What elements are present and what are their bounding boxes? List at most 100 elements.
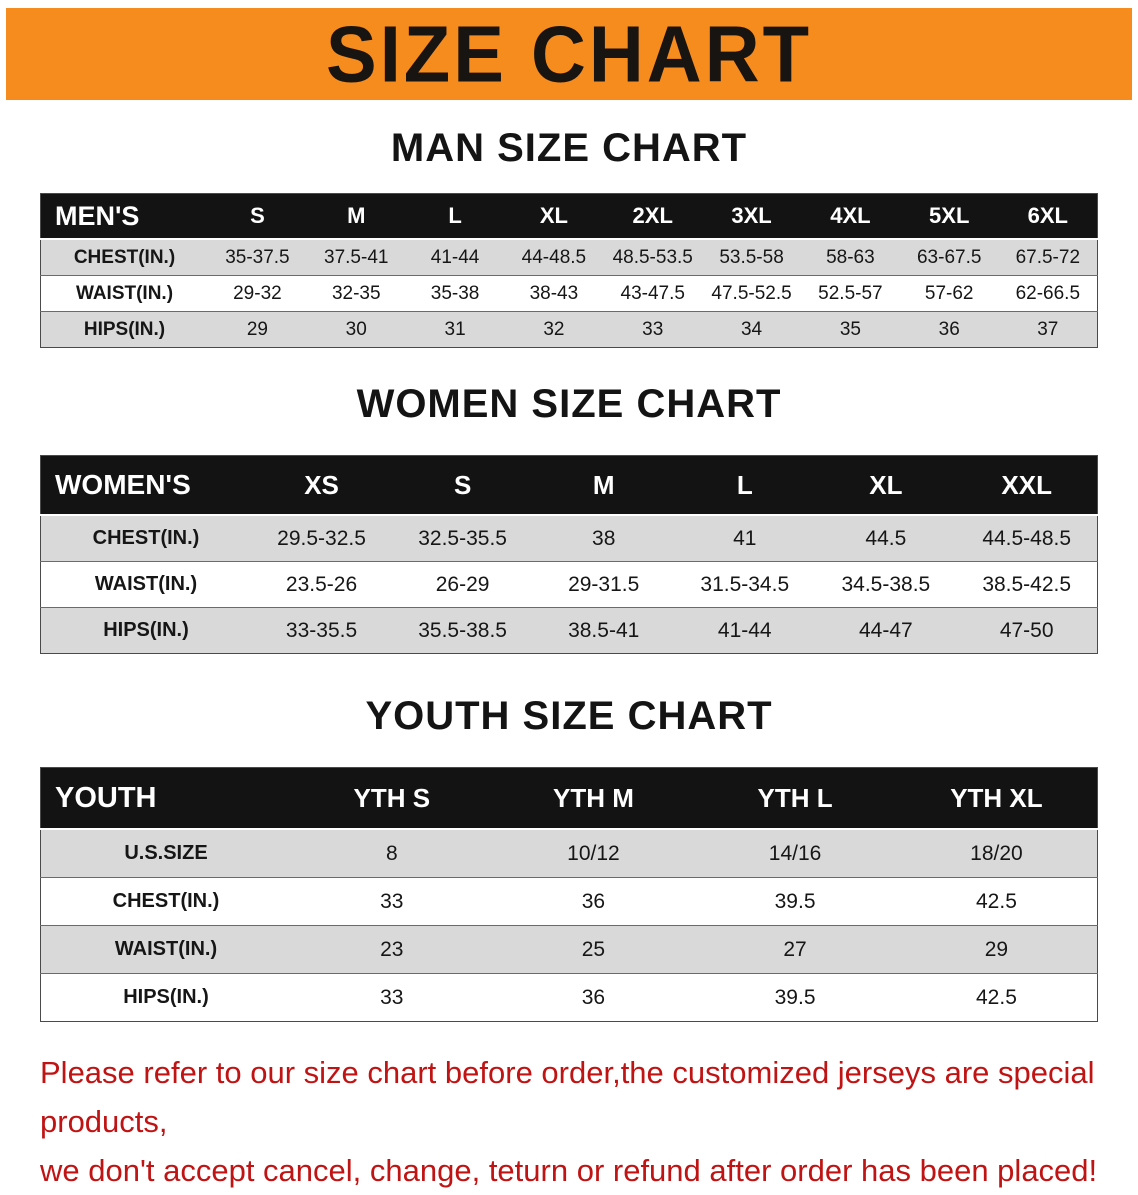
table-corner-label: YOUTH xyxy=(40,767,291,830)
size-column-header: XL xyxy=(504,193,604,240)
table-row: CHEST(IN.) 35-37.5 37.5-41 41-44 44-48.5 48.5… xyxy=(40,238,1098,276)
size-value-cell: 10/12 xyxy=(492,828,695,878)
row-label: CHEST(IN.) xyxy=(40,877,291,926)
man-size-table: MEN'S S M L XL 2XL 3XL 4XL 5XL 6XL CHEST(IN.) 35-37… xyxy=(40,193,1098,348)
size-value-cell: 39.5 xyxy=(694,973,896,1022)
size-value-cell: 29 xyxy=(895,925,1098,974)
table-header-row: WOMEN'S XS S M L XL XXL xyxy=(40,455,1098,516)
size-value-cell: 32 xyxy=(504,311,604,348)
row-label: WAIST(IN.) xyxy=(40,561,251,608)
table-row: HIPS(IN.) 33 36 39.5 42.5 xyxy=(40,973,1098,1022)
size-column-header: YTH S xyxy=(291,767,493,830)
size-value-cell: 48.5-53.5 xyxy=(603,238,703,276)
size-value-cell: 41-44 xyxy=(674,607,816,654)
table-row: WAIST(IN.) 23.5-26 26-29 29-31.5 31.5-34.5 34… xyxy=(40,561,1098,608)
size-column-header: 6XL xyxy=(998,193,1098,240)
table-row: CHEST(IN.) 29.5-32.5 32.5-35.5 38 41 44.5 44.5… xyxy=(40,514,1098,562)
size-value-cell: 35-37.5 xyxy=(208,238,307,276)
youth-size-chart-section: YOUTH SIZE CHART YOUTH YTH S YTH M YTH L YTH… xyxy=(0,694,1138,1022)
size-table: MEN'S S M L XL 2XL 3XL 4XL 5XL 6XL CHEST(IN.) 35-37… xyxy=(40,193,1098,348)
size-column-header: YTH M xyxy=(492,767,695,830)
table-row: WAIST(IN.) 29-32 32-35 35-38 38-43 43-47.5 47.… xyxy=(40,275,1098,312)
size-column-header: 5XL xyxy=(899,193,999,240)
table-row: CHEST(IN.) 33 36 39.5 42.5 xyxy=(40,877,1098,926)
size-value-cell: 44.5-48.5 xyxy=(956,514,1098,562)
man-size-chart-section: MAN SIZE CHART MEN'S S M L XL 2XL 3XL 4XL 5XL 6XL… xyxy=(0,126,1138,348)
size-value-cell: 53.5-58 xyxy=(702,238,801,276)
size-value-cell: 33 xyxy=(291,877,493,926)
size-value-cell: 27 xyxy=(694,925,896,974)
size-value-cell: 36 xyxy=(492,973,695,1022)
size-value-cell: 44-48.5 xyxy=(504,238,604,276)
size-value-cell: 63-67.5 xyxy=(899,238,999,276)
table-corner-label: WOMEN'S xyxy=(40,455,251,516)
size-value-cell: 33 xyxy=(291,973,493,1022)
size-value-cell: 52.5-57 xyxy=(800,275,900,312)
size-value-cell: 23.5-26 xyxy=(251,561,393,608)
size-value-cell: 23 xyxy=(291,925,493,974)
size-value-cell: 58-63 xyxy=(800,238,900,276)
size-column-header: M xyxy=(533,455,675,516)
size-column-header: XXL xyxy=(956,455,1098,516)
size-value-cell: 29-31.5 xyxy=(533,561,675,608)
size-column-header: S xyxy=(208,193,307,240)
size-value-cell: 26-29 xyxy=(392,561,534,608)
row-label: HIPS(IN.) xyxy=(40,607,251,654)
order-policy-line-1: Please refer to our size chart before or… xyxy=(40,1055,1095,1139)
size-column-header: YTH L xyxy=(694,767,896,830)
row-label: WAIST(IN.) xyxy=(40,925,291,974)
size-value-cell: 37.5-41 xyxy=(306,238,406,276)
table-header-row: MEN'S S M L XL 2XL 3XL 4XL 5XL 6XL xyxy=(40,193,1098,240)
row-label: WAIST(IN.) xyxy=(40,275,208,312)
women-size-chart-section: WOMEN SIZE CHART WOMEN'S XS S M L XL XXL CHEST(… xyxy=(0,382,1138,654)
order-policy-note: Please refer to our size chart before or… xyxy=(40,1048,1118,1195)
order-policy-line-2: we don't accept cancel, change, teturn o… xyxy=(40,1153,1098,1188)
size-value-cell: 38.5-41 xyxy=(533,607,675,654)
size-value-cell: 32.5-35.5 xyxy=(392,514,534,562)
size-value-cell: 57-62 xyxy=(899,275,999,312)
size-value-cell: 18/20 xyxy=(895,828,1098,878)
size-value-cell: 39.5 xyxy=(694,877,896,926)
size-value-cell: 29 xyxy=(208,311,307,348)
size-value-cell: 36 xyxy=(492,877,695,926)
size-value-cell: 31.5-34.5 xyxy=(674,561,816,608)
table-row: HIPS(IN.) 29 30 31 32 33 34 35 36 37 xyxy=(40,311,1098,348)
size-column-header: S xyxy=(392,455,534,516)
size-value-cell: 25 xyxy=(492,925,695,974)
size-column-header: M xyxy=(306,193,406,240)
size-value-cell: 34 xyxy=(702,311,801,348)
table-header-row: YOUTH YTH S YTH M YTH L YTH XL xyxy=(40,767,1098,830)
table-corner-label: MEN'S xyxy=(40,193,208,240)
size-column-header: 4XL xyxy=(800,193,900,240)
women-section-heading: WOMEN SIZE CHART xyxy=(356,382,782,426)
size-value-cell: 67.5-72 xyxy=(998,238,1098,276)
size-chart-banner: SIZE CHART xyxy=(6,8,1132,100)
size-value-cell: 32-35 xyxy=(306,275,406,312)
size-column-header: 3XL xyxy=(702,193,801,240)
size-column-header: L xyxy=(405,193,505,240)
man-section-heading: MAN SIZE CHART xyxy=(390,126,748,170)
youth-section-heading: YOUTH SIZE CHART xyxy=(365,694,773,738)
size-column-header: XS xyxy=(251,455,393,516)
size-value-cell: 29-32 xyxy=(208,275,307,312)
page-title: SIZE CHART xyxy=(326,9,812,99)
size-value-cell: 42.5 xyxy=(895,877,1098,926)
table-row: HIPS(IN.) 33-35.5 35.5-38.5 38.5-41 41-44 44-… xyxy=(40,607,1098,654)
size-value-cell: 34.5-38.5 xyxy=(815,561,957,608)
size-value-cell: 62-66.5 xyxy=(998,275,1098,312)
women-size-table: WOMEN'S XS S M L XL XXL CHEST(IN.) 29.5-32.5 32.5… xyxy=(40,455,1098,654)
size-column-header: XL xyxy=(815,455,957,516)
table-row: WAIST(IN.) 23 25 27 29 xyxy=(40,925,1098,974)
size-value-cell: 38-43 xyxy=(504,275,604,312)
row-label: HIPS(IN.) xyxy=(40,311,208,348)
size-value-cell: 42.5 xyxy=(895,973,1098,1022)
size-value-cell: 30 xyxy=(306,311,406,348)
size-value-cell: 29.5-32.5 xyxy=(251,514,393,562)
size-value-cell: 8 xyxy=(291,828,493,878)
size-value-cell: 47.5-52.5 xyxy=(702,275,801,312)
size-value-cell: 44-47 xyxy=(815,607,957,654)
size-value-cell: 38 xyxy=(533,514,675,562)
size-value-cell: 44.5 xyxy=(815,514,957,562)
size-value-cell: 37 xyxy=(998,311,1098,348)
row-label: CHEST(IN.) xyxy=(40,514,251,562)
